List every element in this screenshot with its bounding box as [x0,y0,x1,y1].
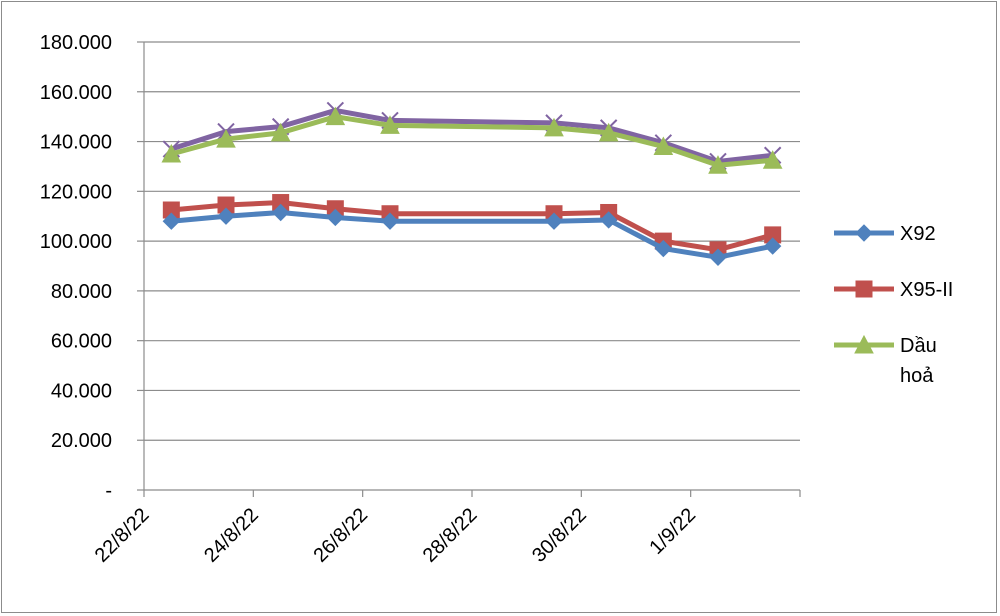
data-point-diamond [709,248,727,266]
data-series [161,101,783,266]
legend-label: Dầu [900,335,937,357]
data-point-triangle [161,143,182,163]
legend-label: hoả [900,365,934,387]
y-axis-tick-labels: - 20.000 40.000 60.000 80.000 100.000 120.000 1… [40,32,112,502]
series-line [168,209,776,260]
series-d-u-ho- [161,106,783,174]
y-tick-label: 140.000 [40,132,112,154]
data-point-diamond [326,208,345,227]
legend-marker [855,224,873,242]
data-point-triangle [762,150,783,169]
data-point-diamond [545,212,563,230]
y-tick-label: 160.000 [40,82,112,104]
data-point-diamond [654,239,673,258]
y-tick-label: 80.000 [51,281,112,303]
x-tick-label: 24/8/22 [200,504,263,567]
data-point-triangle [216,128,236,148]
y-tick-label: 120.000 [40,181,112,203]
legend: X92 X95-II Dầu hoả [834,223,953,387]
legend-label: X95-II [900,279,953,301]
legend-marker [855,280,873,298]
x-tick-label: 30/8/22 [528,504,591,567]
axes [137,41,801,497]
data-point-triangle [325,106,346,126]
legend-label: X92 [900,223,936,245]
series-line [168,114,776,168]
legend-marker [854,334,874,354]
series-line [168,107,776,164]
data-point-triangle [270,122,291,142]
legend-item: Dầu hoả [834,334,937,387]
y-tick-label: 100.000 [40,231,112,253]
data-point-diamond [162,212,181,230]
data-point-diamond [381,212,399,230]
legend-item: X92 [834,223,936,245]
series-x92 [162,203,782,266]
y-tick-label: - [105,480,112,502]
data-point-diamond [763,237,782,255]
y-tick-label: 180.000 [40,32,112,54]
y-tick-label: 60.000 [51,331,112,353]
data-point-triangle [544,117,564,137]
gridlines [144,41,800,441]
legend-item: X95-II [834,279,953,301]
x-tick-label: 28/8/22 [419,504,482,567]
y-tick-label: 20.000 [51,430,112,452]
data-point-diamond [599,211,618,229]
data-point-diamond [217,207,235,225]
data-point-triangle [380,115,400,134]
data-point-diamond [271,203,290,222]
data-point-triangle [653,136,674,156]
x-tick-label: 22/8/22 [91,504,154,567]
series-line [168,200,776,253]
x-tick-label: 26/8/22 [309,504,372,567]
data-point-triangle [598,122,619,142]
series-x95-ii [162,194,782,259]
y-tick-label: 40.000 [51,380,112,402]
x-tick-label: 1/9/22 [645,504,700,559]
data-point-triangle [708,155,728,174]
x-axis-tick-labels: 22/8/22 24/8/22 26/8/22 28/8/22 30/8/22 1/9/2… [91,504,700,567]
